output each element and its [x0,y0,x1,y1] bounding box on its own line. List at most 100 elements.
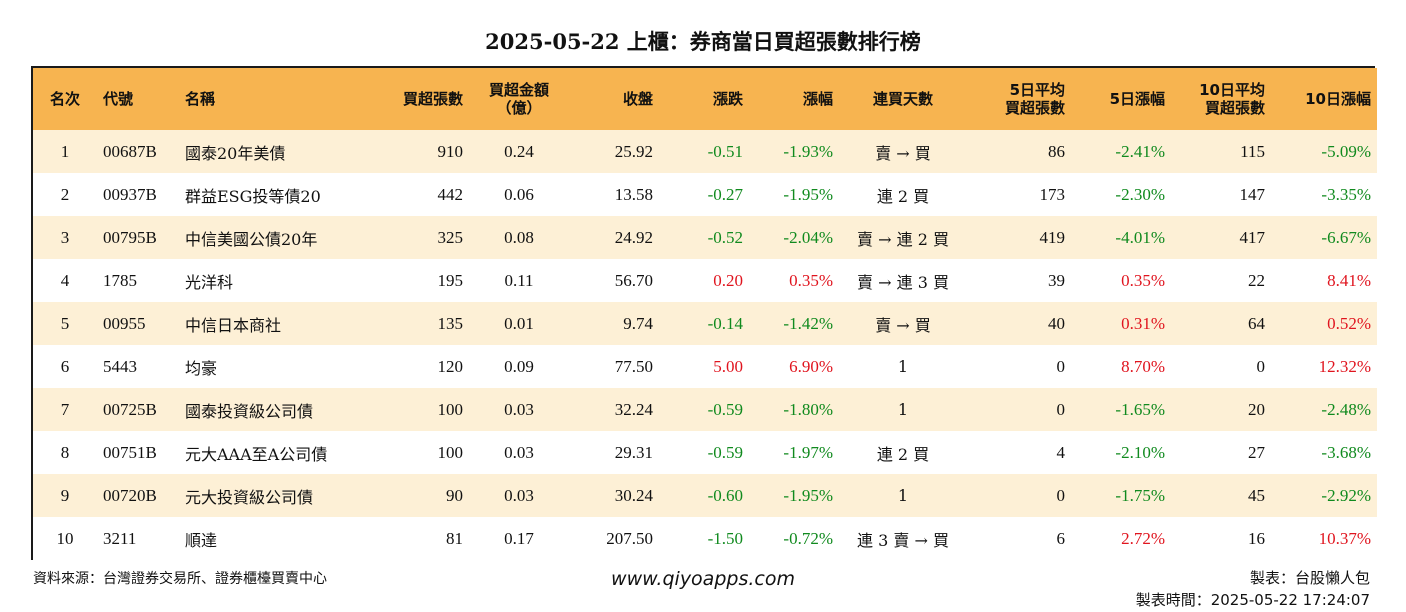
cell-avg10: 27 [1248,442,1265,462]
cell-streak: 賣 → 連 3 買 [857,272,949,292]
cell-pct: -1.42% [783,313,833,333]
cell-close: 77.50 [614,356,653,376]
cell-rank: 6 [60,356,70,376]
table-row: 7 00725B 國泰投資級公司債 100 0.03 32.24 -0.59 -1.80% 1 0… [33,388,1377,431]
cell-change: -0.51 [707,141,743,161]
cell-close: 30.24 [614,485,653,505]
cell-buy-lots: 195 [437,270,464,290]
cell-close: 9.74 [623,313,653,333]
cell-change: -1.50 [707,528,743,548]
cell-change: -0.60 [707,485,743,505]
cell-buy-lots: 81 [446,528,463,548]
made-time: 製表時間：2025-05-22 17:24:07 [1135,591,1370,609]
cell-close: 25.92 [614,141,653,161]
cell-avg10: 20 [1248,399,1265,419]
cell-name: 中信日本商社 [185,315,282,335]
table-row: 8 00751B 元大AAA至A公司債 100 0.03 29.31 -0.59 -1.97%… [33,431,1377,474]
col-header-pct10: 10日漲幅 [1305,90,1371,108]
cell-streak: 連 2 買 [876,444,930,464]
cell-rank: 4 [60,270,70,290]
cell-code: 1785 [103,270,137,290]
cell-buy-lots: 325 [437,227,464,247]
col-header-pct: 漲幅 [802,90,833,108]
cell-close: 56.70 [614,270,653,290]
cell-buy-lots: 90 [446,485,463,505]
col-header-streak: 連買天數 [872,90,933,108]
cell-streak: 賣 → 買 [875,143,931,163]
col-header-buy-lots: 買超張數 [402,90,463,108]
col-header-rank: 名次 [49,90,80,108]
cell-streak: 連 3 賣 → 買 [857,530,949,550]
cell-avg5: 0 [1056,485,1066,505]
cell-avg10: 64 [1248,313,1265,333]
col-header-code: 代號 [103,90,134,108]
col-header-avg5: 5日平均 買超張數 [1004,81,1065,117]
cell-pct5: -1.65% [1115,399,1165,419]
cell-avg5: 6 [1056,528,1066,548]
cell-buy-lots: 100 [437,399,464,419]
cell-pct10: 10.37% [1318,528,1371,548]
cell-pct10: -3.35% [1321,184,1371,204]
page-title: 2025-05-22 上櫃：券商當日買超張數排行榜 [485,29,921,54]
cell-avg10: 45 [1248,485,1265,505]
cell-name: 中信美國公債20年 [185,229,318,249]
table-row: 2 00937B 群益ESG投等債20 442 0.06 13.58 -0.27 -1.95%… [33,173,1377,216]
cell-pct: -0.72% [783,528,833,548]
cell-code: 00687B [103,141,157,161]
cell-rank: 7 [60,399,70,419]
table-row: 4 1785 光洋科 195 0.11 56.70 0.20 0.35% 賣 → 連 3 買 39… [33,259,1377,302]
cell-pct10: 8.41% [1327,270,1371,290]
cell-avg5: 419 [1039,227,1066,247]
cell-buy-amount: 0.17 [504,528,534,548]
table-body: 1 00687B 國泰20年美債 910 0.24 25.92 -0.51 -1.93% 賣 →… [33,130,1377,560]
cell-close: 32.24 [614,399,653,419]
website-url: www.qiyoapps.com [611,568,795,590]
cell-pct5: -2.10% [1115,442,1165,462]
cell-avg5: 40 [1048,313,1065,333]
cell-pct5: -2.41% [1115,141,1165,161]
cell-avg10: 16 [1248,528,1265,548]
cell-rank: 5 [60,313,70,333]
cell-change: -0.14 [707,313,743,333]
cell-streak: 賣 → 買 [875,315,931,335]
cell-rank: 9 [60,485,70,505]
cell-buy-lots: 910 [437,141,464,161]
cell-buy-lots: 135 [437,313,464,333]
cell-name: 元大投資級公司債 [185,487,314,507]
cell-close: 13.58 [614,184,653,204]
cell-name: 光洋科 [185,272,234,292]
cell-buy-amount: 0.03 [504,442,534,462]
cell-pct: 6.90% [789,356,833,376]
cell-code: 00720B [103,485,157,505]
cell-buy-amount: 0.24 [504,141,534,161]
data-source-note: 資料來源：台灣證券交易所、證券櫃檯買賣中心 [33,571,327,587]
table-header-row: 名次 代號 名稱 買超張數 買超金額 （億） 收盤 漲跌 漲幅 連買天數 5日平… [33,68,1377,130]
cell-rank: 10 [56,528,74,548]
cell-pct5: -2.30% [1115,184,1165,204]
col-header-avg10: 10日平均 買超張數 [1199,81,1265,117]
table-row: 1 00687B 國泰20年美債 910 0.24 25.92 -0.51 -1.93% 賣 →… [33,130,1377,173]
cell-change: 0.20 [713,270,743,290]
cell-avg5: 86 [1048,141,1065,161]
cell-code: 00725B [103,399,157,419]
cell-pct: -1.93% [783,141,833,161]
col-header-close: 收盤 [622,90,653,108]
table-row: 9 00720B 元大投資級公司債 90 0.03 30.24 -0.60 -1.95% 1 0 -… [33,474,1377,517]
col-header-name: 名稱 [185,90,216,108]
cell-pct5: 8.70% [1121,356,1165,376]
cell-buy-amount: 0.11 [504,270,534,290]
cell-avg5: 173 [1039,184,1066,204]
cell-avg10: 0 [1256,356,1266,376]
cell-rank: 2 [60,184,70,204]
cell-change: -0.59 [707,399,743,419]
cell-code: 00751B [103,442,157,462]
ranking-table-container: 名次 代號 名稱 買超張數 買超金額 （億） 收盤 漲跌 漲幅 連買天數 5日平… [31,66,1377,560]
cell-pct: -1.95% [783,485,833,505]
cell-buy-amount: 0.06 [504,184,534,204]
cell-change: -0.59 [707,442,743,462]
cell-name: 元大AAA至A公司債 [185,444,328,464]
cell-avg5: 4 [1056,442,1066,462]
cell-buy-amount: 0.01 [504,313,534,333]
cell-streak: 1 [897,357,909,376]
cell-buy-lots: 120 [437,356,464,376]
